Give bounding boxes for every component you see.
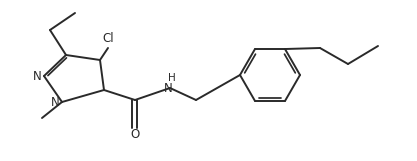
Text: O: O <box>131 128 140 141</box>
Text: N: N <box>163 81 172 95</box>
Text: N: N <box>33 70 41 82</box>
Text: H: H <box>168 73 176 83</box>
Text: N: N <box>50 95 59 109</box>
Text: Cl: Cl <box>102 32 114 44</box>
